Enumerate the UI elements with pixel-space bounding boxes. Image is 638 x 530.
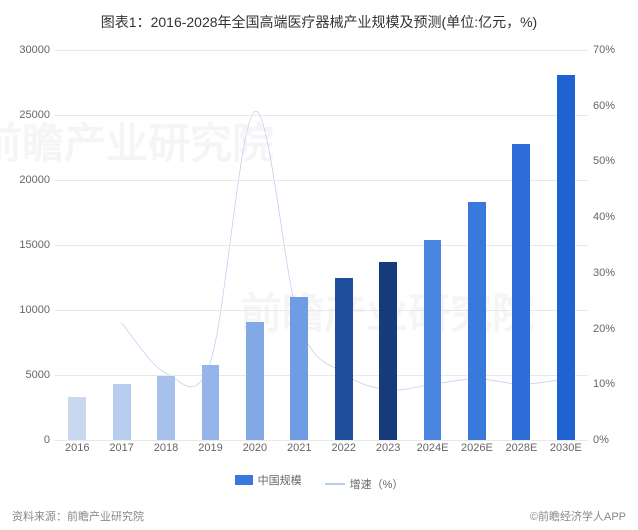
- attribution-text: ©前瞻经济学人APP: [530, 508, 626, 524]
- chart-area: 0 5000 10000 15000 20000 25000 30000 0% 10% 20% 3…: [0, 40, 638, 470]
- plot-region: [55, 50, 588, 440]
- bar: [290, 297, 308, 440]
- legend-line: 增速（%）: [325, 476, 404, 492]
- x-label: 2021: [287, 442, 311, 454]
- y-right-tick: 60%: [593, 100, 638, 112]
- y-axis-left: 050001000015000200002500030000: [0, 50, 50, 440]
- y-right-tick: 50%: [593, 155, 638, 167]
- bar: [202, 365, 220, 440]
- bars-group: [55, 50, 588, 440]
- bar: [246, 322, 264, 440]
- bar: [468, 202, 486, 440]
- y-right-tick: 30%: [593, 267, 638, 279]
- y-right-tick: 10%: [593, 378, 638, 390]
- legend-line-label: 增速（%）: [350, 476, 404, 492]
- y-left-tick: 0: [0, 434, 50, 446]
- legend-line-swatch: [325, 483, 345, 485]
- x-label: 2020: [243, 442, 267, 454]
- bar: [68, 397, 86, 440]
- bar: [512, 144, 530, 440]
- bar: [424, 240, 442, 440]
- x-label: 2026E: [461, 442, 493, 454]
- x-label: 2022: [331, 442, 355, 454]
- x-axis-labels: 2016 2017 2018 2019 2020 2021 2022 2023 2024E 202…: [55, 442, 588, 460]
- legend: 中国规模 增速（%）: [0, 470, 638, 492]
- bar: [335, 278, 353, 441]
- y-right-tick: 40%: [593, 211, 638, 223]
- gridline: [55, 440, 588, 441]
- x-label: 2030E: [550, 442, 582, 454]
- y-left-tick: 5000: [0, 369, 50, 381]
- bar: [113, 384, 131, 440]
- x-label: 2018: [154, 442, 178, 454]
- legend-bar-swatch: [235, 475, 253, 485]
- y-right-tick: 70%: [593, 44, 638, 56]
- chart-title: 图表1：2016-2028年全国高端医疗器械产业规模及预测(单位:亿元，%): [0, 0, 638, 40]
- y-axis-right: 0%10%20%30%40%50%60%70%: [588, 50, 638, 440]
- x-label: 2017: [109, 442, 133, 454]
- y-left-tick: 15000: [0, 239, 50, 251]
- x-label: 2023: [376, 442, 400, 454]
- y-left-tick: 25000: [0, 109, 50, 121]
- x-label: 2028E: [505, 442, 537, 454]
- y-left-tick: 10000: [0, 304, 50, 316]
- y-right-tick: 20%: [593, 323, 638, 335]
- x-label: 2016: [65, 442, 89, 454]
- legend-bar-label: 中国规模: [258, 472, 302, 488]
- source-text: 资料来源：前瞻产业研究院: [12, 508, 144, 524]
- bar: [157, 376, 175, 440]
- y-right-tick: 0%: [593, 434, 638, 446]
- bar: [557, 75, 575, 440]
- y-left-tick: 30000: [0, 44, 50, 56]
- footer: 资料来源：前瞻产业研究院 ©前瞻经济学人APP: [12, 508, 626, 524]
- x-label: 2024E: [417, 442, 449, 454]
- legend-bar: 中国规模: [235, 472, 302, 488]
- bar: [379, 262, 397, 440]
- x-label: 2019: [198, 442, 222, 454]
- y-left-tick: 20000: [0, 174, 50, 186]
